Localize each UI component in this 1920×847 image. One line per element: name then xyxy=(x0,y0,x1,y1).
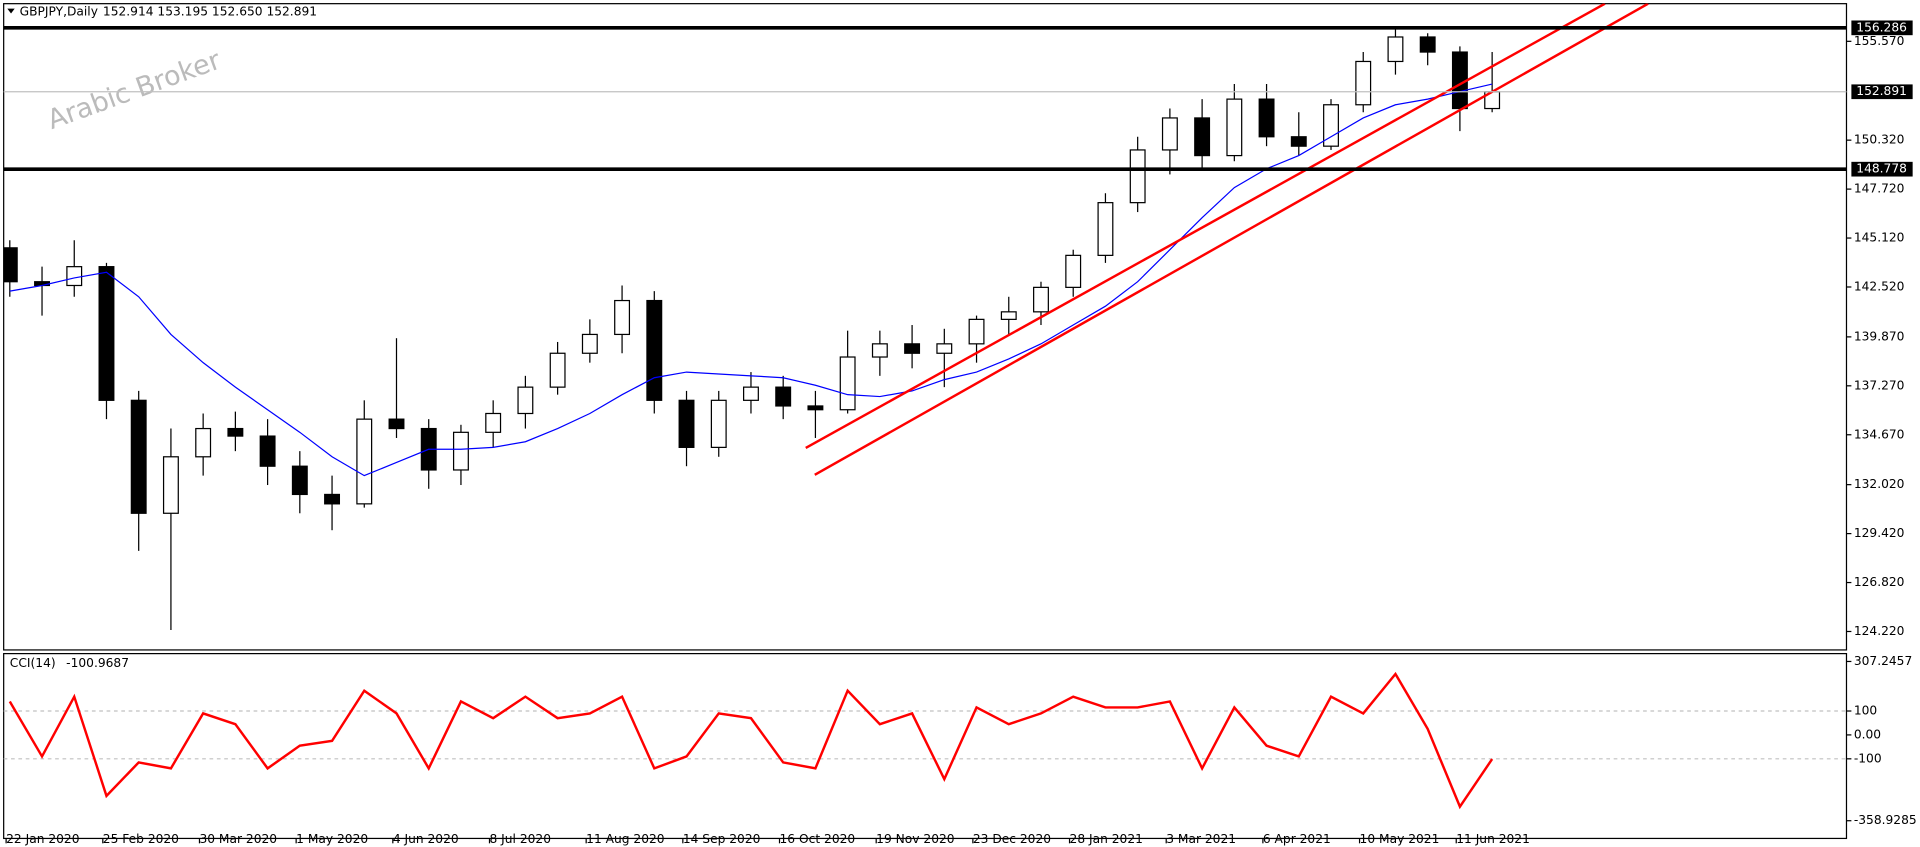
x-tick-label: 28 Jan 2021 xyxy=(1070,832,1143,846)
candle-body xyxy=(227,427,244,437)
x-tick-label: 16 Oct 2020 xyxy=(780,832,856,846)
x-tick-label: 6 Apr 2021 xyxy=(1263,832,1331,846)
y-tick-label: 147.720 xyxy=(1854,182,1905,196)
cci-value: -100.9687 xyxy=(66,656,129,670)
trendline xyxy=(814,3,1649,476)
y-tick-label: 124.220 xyxy=(1854,624,1905,638)
x-tick-label: 1 May 2020 xyxy=(296,832,368,846)
candle-body xyxy=(1387,36,1404,63)
candle-body xyxy=(614,299,631,336)
candle-body xyxy=(839,356,856,411)
candle-body xyxy=(549,352,566,388)
y-tick-label: 134.670 xyxy=(1854,427,1905,441)
x-tick-label: 30 Mar 2020 xyxy=(199,832,277,846)
candle-body xyxy=(1419,36,1436,53)
candle-body xyxy=(936,343,953,354)
candle-body xyxy=(66,266,83,287)
y-tick-label: 126.820 xyxy=(1854,575,1905,589)
x-tick-label: 25 Feb 2020 xyxy=(103,832,179,846)
last-price-label: 152.891 xyxy=(1856,84,1907,98)
candle-body xyxy=(1161,117,1178,151)
level-label: 148.778 xyxy=(1856,162,1907,176)
candle-body xyxy=(1065,254,1082,288)
cci-line xyxy=(8,671,1494,810)
y-tick-label: 150.320 xyxy=(1854,133,1905,147)
y-tick-label: 155.570 xyxy=(1854,34,1905,48)
candle-body xyxy=(291,465,308,496)
candle-body xyxy=(807,405,824,411)
candle-body xyxy=(710,399,727,448)
trendline xyxy=(805,3,1606,450)
candle-body xyxy=(581,333,598,354)
candle-body xyxy=(259,435,276,467)
x-tick-label: 11 Jun 2021 xyxy=(1456,832,1530,846)
cci-title: CCI(14) xyxy=(10,656,56,670)
candle-body xyxy=(1323,104,1339,147)
y-tick-label: 100 xyxy=(1854,704,1877,718)
candle-body xyxy=(968,318,985,345)
candle-body xyxy=(485,412,502,433)
level-box xyxy=(1851,161,1913,177)
candle-body xyxy=(195,427,212,458)
candle-body xyxy=(3,247,18,283)
candle-body xyxy=(1290,136,1307,147)
y-tick-label: 142.520 xyxy=(1854,279,1905,293)
candle-body xyxy=(871,343,888,358)
candle-body xyxy=(324,493,341,505)
candle-body xyxy=(1097,202,1114,256)
x-tick-label: 3 Mar 2021 xyxy=(1166,832,1236,846)
candle-body xyxy=(130,399,147,514)
candle-body xyxy=(517,386,534,415)
candle-body xyxy=(743,386,759,401)
cci-panel xyxy=(3,652,1848,840)
y-tick-label: 0.00 xyxy=(1854,727,1881,741)
x-tick-label: 4 Jun 2020 xyxy=(393,832,459,846)
candle-body xyxy=(1129,149,1146,204)
candle-body xyxy=(162,456,179,514)
y-tick-label: 137.270 xyxy=(1854,378,1905,392)
y-tick-label: 145.120 xyxy=(1854,231,1905,245)
level-label: 156.286 xyxy=(1856,20,1907,34)
x-tick-label: 19 Nov 2020 xyxy=(876,832,954,846)
main-panel xyxy=(3,3,1848,651)
candle-body xyxy=(98,266,115,401)
candle-body xyxy=(904,343,921,354)
last-price-box xyxy=(1851,84,1913,100)
candle-body xyxy=(1258,98,1275,138)
y-tick-label: -100 xyxy=(1854,751,1882,765)
candle-body xyxy=(1000,311,1017,320)
menu-arrow[interactable] xyxy=(7,8,15,14)
y-tick-label: 139.870 xyxy=(1854,329,1905,343)
y-tick-label: 129.420 xyxy=(1854,526,1905,540)
candle-body xyxy=(1033,286,1049,313)
quote: 152.914 153.195 152.650 152.891 xyxy=(103,5,317,19)
x-tick-label: 11 Aug 2020 xyxy=(586,832,664,846)
x-tick-label: 8 Jul 2020 xyxy=(489,832,551,846)
x-tick-label: 10 May 2021 xyxy=(1360,832,1440,846)
level-box xyxy=(1851,20,1913,36)
candle-body xyxy=(775,386,792,407)
candle-body xyxy=(1194,117,1211,157)
candle-body xyxy=(678,399,695,448)
x-tick-label: 22 Jan 2020 xyxy=(6,832,79,846)
y-tick-label: -358.9285 xyxy=(1854,813,1917,827)
candle-body xyxy=(356,418,373,505)
x-tick-label: 14 Sep 2020 xyxy=(683,832,761,846)
candle-body xyxy=(388,418,405,430)
candle-body xyxy=(1355,60,1372,106)
symbol-title: GBPJPY,Daily xyxy=(20,5,98,19)
y-tick-label: 132.020 xyxy=(1854,477,1905,491)
main-plot xyxy=(3,3,1649,630)
moving-average xyxy=(9,83,1493,477)
candle-body xyxy=(1226,98,1243,157)
x-tick-label: 23 Dec 2020 xyxy=(973,832,1051,846)
candle-body xyxy=(646,299,663,401)
y-tick-label: 307.2457 xyxy=(1854,654,1912,668)
candle-body xyxy=(452,431,469,471)
